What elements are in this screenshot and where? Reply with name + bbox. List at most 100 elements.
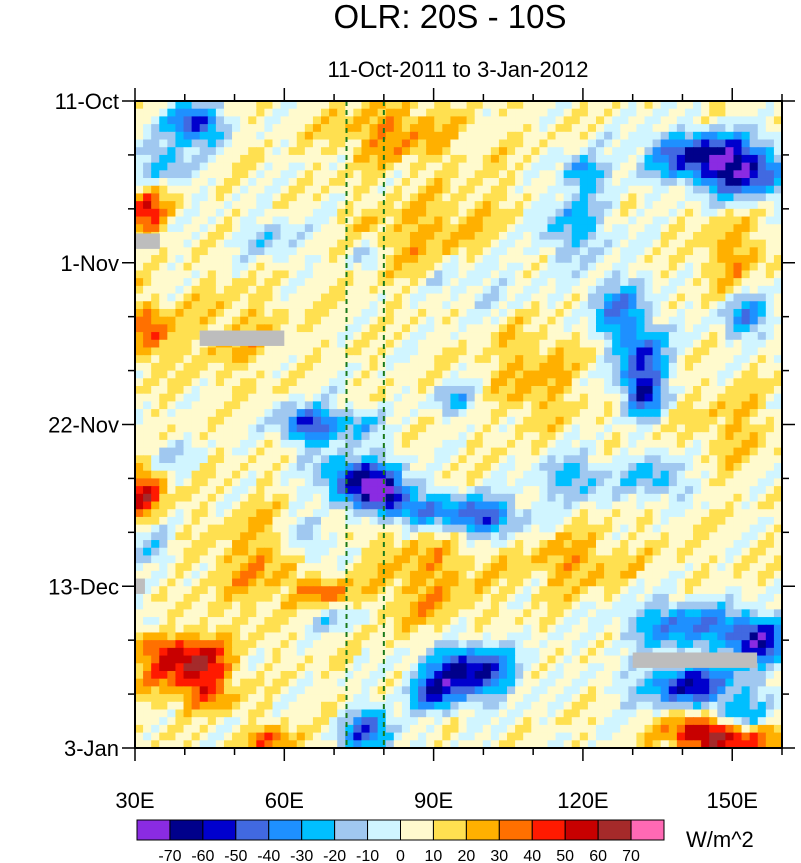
olr-cell bbox=[159, 455, 168, 464]
olr-cell bbox=[191, 170, 201, 179]
olr-cell bbox=[240, 170, 249, 179]
olr-cell bbox=[304, 247, 314, 256]
olr-cell bbox=[256, 540, 265, 549]
olr-cell bbox=[393, 570, 403, 580]
olr-cell bbox=[215, 370, 225, 379]
olr-cell bbox=[167, 278, 177, 287]
olr-cell bbox=[240, 324, 249, 333]
olr-cell bbox=[353, 385, 363, 395]
olr-cell bbox=[191, 493, 201, 503]
olr-cell bbox=[684, 124, 694, 133]
olr-cell bbox=[401, 463, 411, 472]
olr-cell bbox=[628, 486, 638, 495]
olr-cell bbox=[749, 424, 759, 433]
olr-cell bbox=[717, 139, 726, 148]
olr-cell bbox=[304, 185, 314, 195]
olr-cell bbox=[523, 540, 532, 549]
olr-cell bbox=[418, 239, 427, 248]
olr-cell bbox=[458, 355, 468, 364]
olr-cell bbox=[725, 216, 735, 225]
olr-cell bbox=[434, 501, 443, 510]
olr-cell bbox=[321, 563, 330, 572]
olr-cell bbox=[353, 432, 363, 441]
olr-cell bbox=[531, 424, 540, 433]
olr-cell bbox=[264, 524, 274, 533]
olr-cell bbox=[175, 493, 185, 503]
olr-cell bbox=[620, 547, 629, 557]
olr-cell bbox=[523, 262, 532, 272]
olr-cell bbox=[345, 162, 354, 171]
olr-cell bbox=[515, 570, 524, 580]
olr-cell bbox=[644, 262, 654, 272]
olr-cell bbox=[701, 393, 710, 402]
olr-cell bbox=[620, 424, 629, 433]
olr-cell bbox=[264, 193, 274, 202]
olr-cell bbox=[337, 185, 346, 195]
olr-cell bbox=[369, 216, 379, 225]
olr-cell bbox=[215, 393, 225, 402]
olr-cell bbox=[765, 208, 775, 218]
olr-cell bbox=[749, 116, 759, 125]
olr-cell bbox=[264, 255, 274, 264]
olr-cell bbox=[612, 224, 621, 233]
olr-cell bbox=[531, 378, 540, 387]
olr-cell bbox=[385, 547, 395, 557]
olr-cell bbox=[644, 532, 654, 541]
olr-cell bbox=[199, 463, 209, 472]
olr-cell bbox=[199, 470, 209, 480]
olr-cell bbox=[604, 101, 613, 110]
olr-cell bbox=[385, 347, 395, 356]
olr-cell bbox=[725, 540, 735, 549]
olr-cell bbox=[636, 516, 646, 526]
olr-cell bbox=[296, 555, 306, 564]
olr-cell bbox=[426, 185, 435, 195]
olr-cell bbox=[458, 563, 468, 572]
olr-cell bbox=[555, 185, 565, 195]
olr-cell bbox=[474, 231, 484, 241]
olr-cell bbox=[684, 308, 694, 318]
olr-cell bbox=[466, 270, 476, 279]
olr-cell bbox=[248, 216, 257, 225]
olr-cell bbox=[701, 455, 710, 464]
olr-cell bbox=[450, 224, 460, 233]
olr-cell bbox=[773, 154, 782, 164]
olr-cell bbox=[353, 370, 363, 379]
olr-cell bbox=[620, 208, 629, 218]
olr-cell bbox=[563, 339, 573, 349]
olr-cell bbox=[523, 493, 532, 503]
olr-cell bbox=[393, 516, 403, 526]
olr-cell bbox=[765, 455, 775, 464]
olr-cell bbox=[595, 455, 605, 464]
olr-cell bbox=[507, 470, 516, 480]
olr-cell bbox=[207, 493, 217, 503]
olr-cell bbox=[612, 101, 621, 110]
olr-cell bbox=[442, 247, 452, 256]
olr-cell bbox=[183, 401, 193, 410]
olr-cell bbox=[167, 578, 177, 587]
olr-cell bbox=[749, 524, 759, 533]
olr-cell bbox=[684, 493, 694, 503]
olr-cell bbox=[612, 108, 621, 117]
olr-cell bbox=[434, 570, 443, 580]
olr-cell bbox=[765, 231, 775, 241]
olr-cell bbox=[773, 108, 782, 117]
olr-cell bbox=[337, 108, 346, 117]
olr-cell bbox=[725, 101, 735, 110]
olr-cell bbox=[587, 532, 597, 541]
olr-cell bbox=[693, 278, 702, 287]
olr-cell bbox=[636, 355, 646, 364]
olr-cell bbox=[329, 470, 338, 480]
olr-cell bbox=[498, 278, 508, 287]
olr-cell bbox=[215, 270, 225, 279]
olr-cell bbox=[652, 231, 662, 241]
olr-cell bbox=[426, 532, 435, 541]
olr-cell bbox=[515, 370, 524, 379]
olr-cell bbox=[312, 563, 322, 572]
olr-cell bbox=[426, 301, 435, 310]
olr-cell bbox=[385, 385, 395, 395]
olr-cell bbox=[418, 101, 427, 110]
olr-cell bbox=[644, 147, 654, 156]
olr-cell bbox=[434, 231, 443, 241]
olr-cell bbox=[401, 486, 411, 495]
olr-cell bbox=[701, 193, 710, 202]
